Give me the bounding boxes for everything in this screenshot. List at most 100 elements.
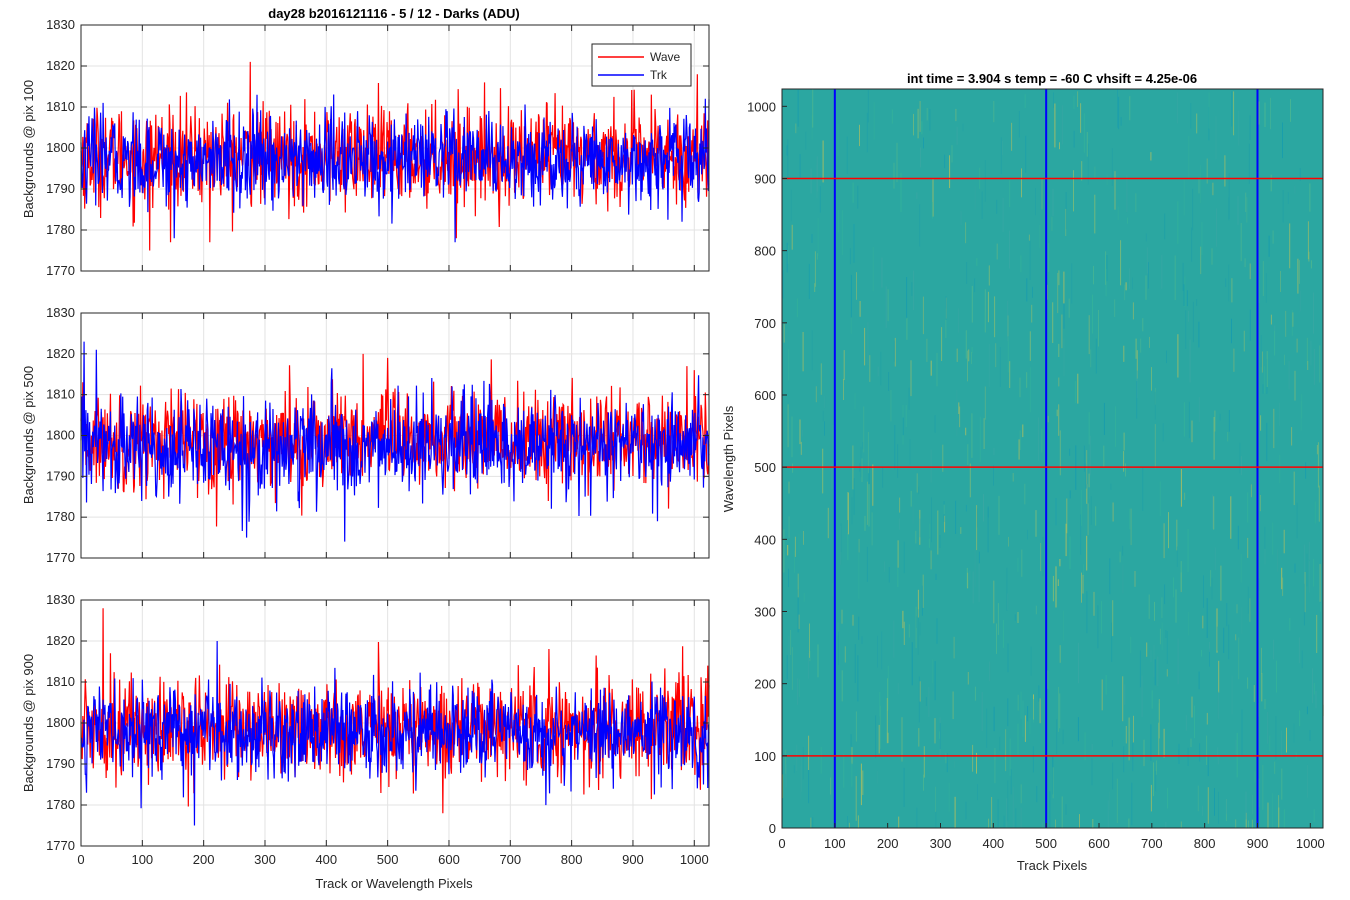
y-tick-label: 1810	[46, 387, 75, 402]
heatmap-cell	[967, 672, 969, 685]
heatmap-cell	[1008, 536, 1009, 547]
heatmap-cell	[984, 160, 986, 202]
heatmap-cell	[1253, 685, 1255, 702]
heatmap-cell	[796, 744, 798, 772]
heatmap-cell	[1224, 155, 1226, 187]
heatmap-cell	[1228, 173, 1230, 220]
heatmap-cell	[1262, 261, 1264, 296]
heatmap-cell	[1135, 338, 1137, 359]
heatmap-cell	[1211, 248, 1213, 265]
heatmap-cell	[801, 429, 803, 437]
heatmap-cell	[1134, 571, 1136, 587]
y-tick-label: 1810	[46, 99, 75, 114]
heatmap-cell	[1065, 804, 1067, 815]
heatmap-cell	[1002, 140, 1003, 155]
heatmap-cell	[872, 464, 874, 506]
heatmap-cell	[849, 248, 851, 265]
heatmap-cell	[787, 545, 789, 556]
heatmap-cell	[1307, 360, 1309, 370]
heatmap-cell	[1024, 94, 1026, 109]
heatmap-cell	[1077, 91, 1079, 107]
heatmap-cell	[1293, 723, 1295, 743]
heatmap-cell	[1002, 197, 1004, 232]
heatmap-cell	[953, 636, 955, 659]
heatmap-cell	[797, 589, 799, 633]
heatmap-cell	[1029, 717, 1031, 734]
heatmap-cell	[785, 764, 787, 788]
heatmap-cell	[1124, 684, 1126, 705]
heatmap-cell	[1146, 642, 1148, 657]
heatmap-cell	[923, 746, 925, 778]
heatmap-cell	[1092, 294, 1093, 334]
heatmap-cell	[1041, 178, 1043, 210]
heatmap-cell	[841, 670, 843, 702]
heatmap-cell	[871, 512, 873, 546]
heatmap-cell	[1308, 251, 1310, 262]
heatmap-cell	[1051, 216, 1053, 231]
heatmap-cell	[799, 154, 801, 178]
heatmap-cell	[855, 776, 857, 821]
y-tick-label: 1780	[46, 222, 75, 237]
heatmap-cell	[1259, 495, 1261, 512]
heatmap-cell	[1214, 788, 1215, 816]
heatmap-cell	[1036, 786, 1038, 803]
heatmap-cell	[1094, 194, 1096, 234]
heatmap-cell	[1029, 331, 1031, 361]
heatmap-cell	[1264, 699, 1266, 710]
heatmap-cell	[788, 481, 790, 494]
heatmap-cell	[1188, 136, 1190, 180]
y-tick-label: 300	[754, 604, 776, 619]
heatmap-cell	[1201, 649, 1202, 657]
heatmap-cell	[1026, 278, 1028, 302]
heatmap-cell	[1198, 671, 1200, 690]
heatmap-cell	[798, 614, 800, 629]
heatmap-cell	[1168, 512, 1169, 549]
heatmap-cell	[1283, 529, 1285, 554]
x-tick-label: 600	[438, 852, 460, 867]
heatmap-cell	[1081, 161, 1083, 181]
heatmap-cell	[1184, 492, 1186, 500]
heatmap-cell	[1080, 103, 1082, 133]
heatmap-cell	[1027, 706, 1029, 722]
heatmap-cell	[1320, 603, 1321, 612]
heatmap-cell	[965, 801, 967, 820]
heatmap-cell	[944, 515, 946, 533]
heatmap-cell	[861, 458, 863, 482]
heatmap-cell	[1024, 715, 1026, 742]
heatmap-cell	[1139, 650, 1141, 688]
heatmap-cell	[1164, 584, 1166, 605]
heatmap-cell	[1081, 572, 1082, 603]
heatmap-cell	[1003, 815, 1005, 828]
heatmap-cell	[937, 510, 939, 555]
heatmap-cell	[1250, 484, 1252, 498]
heatmap-cell	[932, 659, 934, 683]
heatmap-cell	[1299, 290, 1301, 312]
heatmap-cell	[1119, 551, 1121, 563]
heatmap-cell	[882, 466, 884, 488]
heatmap-cell	[1276, 660, 1277, 693]
heatmap-cell	[840, 523, 842, 552]
heatmap-cell	[1218, 660, 1220, 693]
heatmap-cell	[1316, 445, 1318, 455]
heatmap-cell	[800, 766, 802, 800]
heatmap-cell	[1285, 310, 1287, 337]
heatmap-cell	[1296, 338, 1298, 353]
heatmap-cell	[819, 186, 821, 213]
heatmap-cell	[952, 691, 954, 720]
heatmap-cell	[848, 822, 850, 828]
heatmap-cell	[1275, 716, 1277, 760]
heatmap-cell	[1035, 605, 1037, 615]
chart-title: day28 b2016121116 - 5 / 12 - Darks (ADU)	[268, 6, 519, 21]
heatmap-cell	[881, 257, 883, 288]
heatmap-cell	[1055, 819, 1056, 828]
heatmap-cell	[873, 102, 875, 140]
heatmap-cell	[1190, 103, 1192, 129]
y-tick-label: 800	[754, 244, 776, 259]
heatmap-cell	[1007, 698, 1009, 727]
heatmap-cell	[997, 603, 999, 635]
heatmap-cell	[783, 529, 785, 573]
heatmap-cell	[978, 551, 980, 564]
heatmap-cell	[812, 89, 814, 128]
heatmap-cell	[921, 121, 923, 135]
heatmap-cell	[1125, 726, 1127, 744]
